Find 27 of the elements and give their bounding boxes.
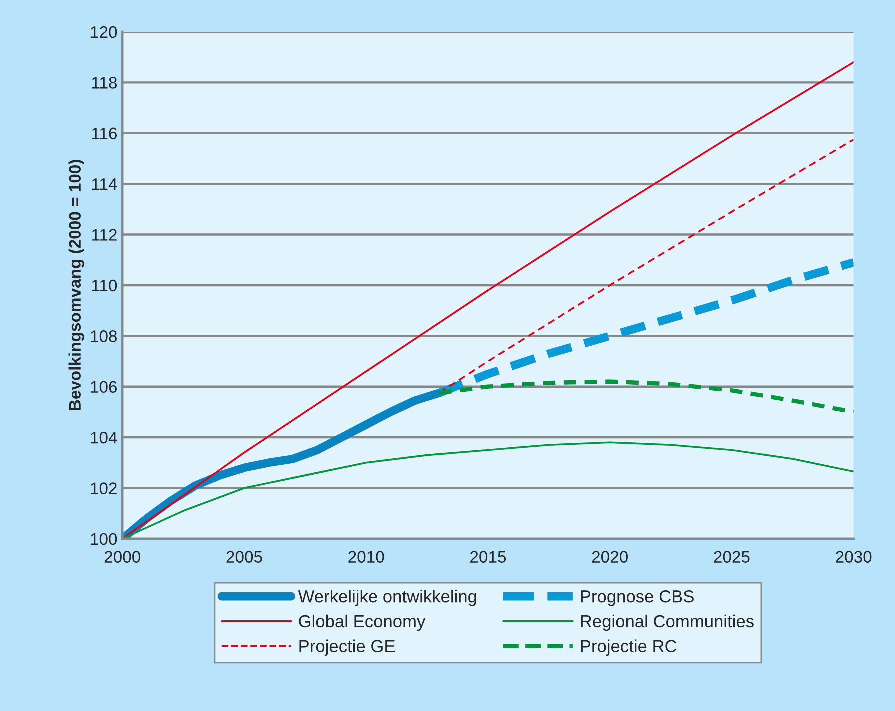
- line-series: [438, 138, 854, 394]
- y-tick-label: 108: [91, 330, 118, 342]
- legend-label: Projectie RC: [581, 640, 677, 656]
- x-tick-label: 2000: [104, 551, 141, 563]
- legend-label: Regional Communities: [581, 614, 754, 632]
- y-tick-label: 106: [91, 381, 118, 394]
- legend-label: Projectie GE: [300, 640, 396, 656]
- y-tick-label: 112: [92, 229, 117, 241]
- y-tick-label: 100: [91, 533, 118, 546]
- x-tick-label: 2010: [348, 551, 384, 563]
- x-tick-label: 2025: [714, 551, 750, 563]
- y-tick-label: 116: [92, 128, 118, 140]
- y-tick-label: 104: [91, 432, 118, 444]
- legend-label: Prognose CBS: [581, 590, 694, 606]
- y-tick-label: 102: [91, 482, 117, 494]
- legend-label: Werkelijke ontwikkeling: [298, 590, 476, 606]
- y-axis-title: Bevolkingsomvang (2000 = 100): [68, 160, 84, 411]
- legend-label: Global Economy: [299, 614, 426, 632]
- line-series: [437, 380, 854, 414]
- x-tick-label: 2005: [226, 551, 262, 563]
- y-tick-label: 118: [92, 77, 118, 89]
- x-tick-label: 2015: [470, 551, 506, 563]
- y-tick-label: 110: [92, 280, 118, 292]
- y-tick-label: 120: [91, 26, 118, 38]
- x-tick-label: 2030: [836, 551, 872, 563]
- x-tick-label: 2020: [592, 551, 628, 563]
- y-tick-label: 114: [92, 178, 118, 190]
